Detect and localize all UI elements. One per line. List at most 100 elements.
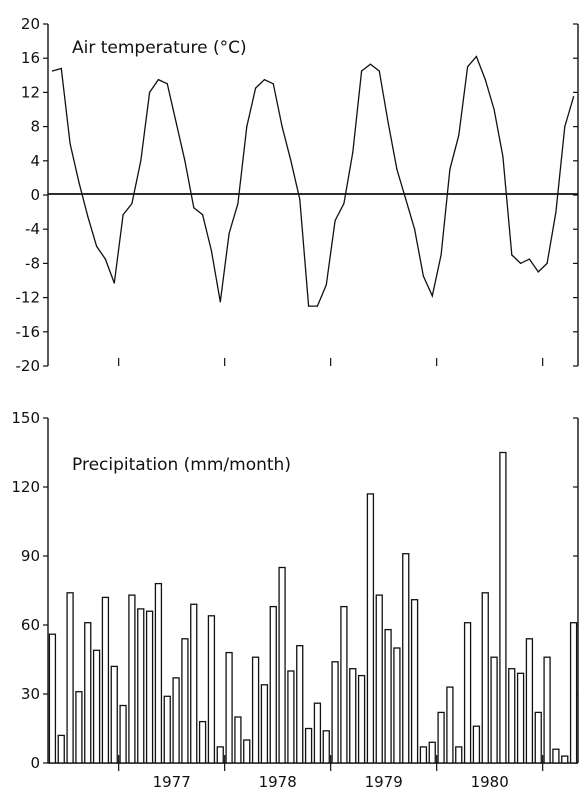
temp-point xyxy=(113,282,115,284)
temp-title: Air temperature (°C) xyxy=(72,38,247,58)
temp-point xyxy=(334,220,336,222)
precip-bar xyxy=(260,684,269,764)
temp-y-tick-label: 16 xyxy=(21,49,40,67)
temp-point xyxy=(484,78,486,81)
precip-bar xyxy=(313,702,322,764)
temperature-panel: 20 16 12 8 4 0 -4 -8 -12 -16 -20 Air temperature (… xyxy=(16,15,579,375)
precip-bar xyxy=(349,668,357,764)
precip-bar xyxy=(463,622,472,764)
temp-point xyxy=(69,143,71,145)
year-label: 1978 xyxy=(259,773,297,791)
precip-bar xyxy=(84,622,92,764)
temp-point xyxy=(440,254,442,256)
precip-y-tick-label: 120 xyxy=(11,478,40,496)
temp-point xyxy=(307,305,310,307)
temp-point xyxy=(246,126,248,128)
year-label: 1980 xyxy=(471,773,509,791)
precip-bar xyxy=(287,670,295,764)
temp-y-tick-label: 12 xyxy=(21,83,40,101)
temp-point xyxy=(511,254,513,256)
precip-bar xyxy=(322,730,330,764)
precip-bar xyxy=(534,711,542,764)
temp-point xyxy=(422,275,425,277)
precip-y-tick-label: 90 xyxy=(21,547,40,565)
precip-bar xyxy=(225,651,233,764)
temp-point xyxy=(104,258,107,260)
precip-bar xyxy=(278,566,286,764)
precip-bar xyxy=(190,603,198,764)
precip-bar xyxy=(198,720,207,764)
precip-bar xyxy=(402,553,410,764)
precip-panel: 150 120 90 60 30 0 Precipitation (mm/month) 1… xyxy=(11,358,579,791)
precip-bars xyxy=(48,451,578,764)
precip-bar xyxy=(243,739,251,764)
temp-point xyxy=(360,70,363,72)
temp-point xyxy=(387,121,389,123)
precip-bar xyxy=(428,741,436,764)
precip-bar xyxy=(455,746,463,764)
precip-bar xyxy=(48,633,57,764)
precip-bar xyxy=(508,668,516,764)
precip-y-tick-label: 0 xyxy=(30,754,40,772)
precip-bar xyxy=(331,661,339,764)
temp-point xyxy=(352,151,354,153)
temp-point xyxy=(148,91,151,93)
precip-bar xyxy=(101,596,110,764)
precip-bar xyxy=(472,725,481,764)
temp-point xyxy=(343,202,345,205)
temp-point xyxy=(166,83,168,85)
precip-bar xyxy=(481,592,489,764)
temp-series-line xyxy=(52,55,575,307)
year-ticks: 1977 1978 1979 1980 xyxy=(118,358,544,791)
precip-bar xyxy=(296,645,304,764)
precip-bar xyxy=(569,622,578,764)
precip-bar xyxy=(154,582,163,764)
temp-point xyxy=(537,271,539,273)
temp-point xyxy=(369,63,372,65)
precip-bar xyxy=(437,711,445,764)
temp-point xyxy=(228,232,230,235)
temp-point xyxy=(60,67,62,70)
precip-bar xyxy=(66,592,74,764)
temp-point xyxy=(458,134,460,136)
precip-bar xyxy=(92,649,101,764)
temp-point xyxy=(546,262,548,264)
temp-point xyxy=(140,160,142,162)
temp-point xyxy=(78,181,80,183)
temp-point xyxy=(316,305,319,307)
temp-y-tick-label: 4 xyxy=(30,152,40,170)
precip-bar xyxy=(145,610,154,764)
temp-point xyxy=(51,70,54,72)
temp-point xyxy=(325,284,327,286)
temp-point xyxy=(475,55,478,58)
temp-y-tick-label: -20 xyxy=(16,357,41,375)
temp-point xyxy=(210,249,213,252)
temp-point xyxy=(396,168,398,170)
precip-bar xyxy=(419,746,428,764)
precip-y-tick-label: 150 xyxy=(11,409,40,427)
precip-bar xyxy=(552,748,560,764)
precip-bar xyxy=(366,493,375,764)
temp-point xyxy=(466,66,469,68)
temp-point xyxy=(175,121,177,123)
temp-point xyxy=(272,83,274,85)
precip-bar xyxy=(525,638,534,764)
temp-point xyxy=(555,211,557,213)
temp-point xyxy=(184,160,186,162)
temp-y-tick-label: 8 xyxy=(30,118,40,136)
temp-point xyxy=(281,126,283,128)
precip-bar xyxy=(119,704,127,764)
temp-point xyxy=(299,198,301,200)
temp-point xyxy=(413,228,416,230)
temp-y-ticks: 20 16 12 8 4 0 -4 -8 -12 -16 -20 xyxy=(16,15,578,375)
temp-point xyxy=(263,78,266,81)
temp-point xyxy=(449,168,451,170)
precip-bar xyxy=(110,665,118,764)
precip-y-ticks: 150 120 90 60 30 0 xyxy=(11,409,578,772)
precip-bar xyxy=(561,755,569,764)
temp-y-tick-label: -8 xyxy=(25,254,40,272)
precip-bar xyxy=(499,451,507,764)
precip-y-tick-label: 30 xyxy=(21,685,40,703)
temp-point xyxy=(290,160,292,162)
